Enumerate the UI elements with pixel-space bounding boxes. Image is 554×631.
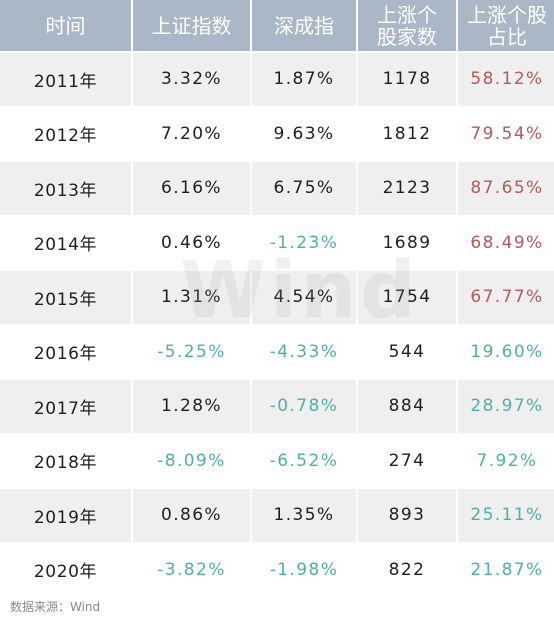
cell-shanghai: 1.28% <box>160 396 222 417</box>
table-row: 2012年 7.20% 9.63% 1812 79.54% <box>0 107 554 160</box>
header-shenzhen-index: 深成指 <box>274 13 334 38</box>
cell-year: 2012年 <box>33 126 98 147</box>
cell-rising-count: 822 <box>388 559 426 580</box>
table-row: 2015年 1.31% 4.54% 1754 67.77% <box>0 271 554 324</box>
cell-rising-count: 274 <box>388 450 426 471</box>
cell-shenzhen: 6.75% <box>273 178 335 199</box>
source-note: 数据来源：Wind <box>10 600 101 614</box>
cell-shanghai: 7.20% <box>160 123 222 144</box>
cell-shenzhen: 1.87% <box>273 69 335 90</box>
table-row: 2020年 -3.82% -1.98% 822 21.87% <box>0 543 554 596</box>
table-row: 2018年 -8.09% -6.52% 274 7.92% <box>0 434 554 487</box>
cell-rising-count: 544 <box>388 341 426 362</box>
cell-shenzhen: -0.78% <box>269 396 339 417</box>
cell-year: 2011年 <box>33 71 98 92</box>
cell-year: 2016年 <box>33 344 98 365</box>
table-header-row: 时间 上证指数 深成指 上涨个股家数 上涨个股占比 <box>0 0 554 51</box>
cell-year: 2017年 <box>33 398 98 419</box>
cell-rising-ratio: 58.12% <box>470 69 544 90</box>
cell-rising-ratio: 28.97% <box>470 396 544 417</box>
cell-shenzhen: -6.52% <box>269 450 339 471</box>
cell-year: 2014年 <box>33 235 98 256</box>
cell-shanghai: -5.25% <box>157 341 226 362</box>
cell-shanghai: 0.86% <box>160 505 222 526</box>
cell-year: 2015年 <box>33 289 98 310</box>
header-rising-ratio: 上涨个股占比 <box>467 2 547 49</box>
cell-shenzhen: -1.98% <box>269 559 339 580</box>
cell-rising-count: 1754 <box>382 287 432 308</box>
cell-rising-ratio: 25.11% <box>470 505 544 526</box>
cell-rising-count: 1812 <box>382 123 432 144</box>
table-row: 2017年 1.28% -0.78% 884 28.97% <box>0 380 554 433</box>
cell-shanghai: 1.31% <box>160 287 222 308</box>
cell-rising-ratio: 21.87% <box>470 559 544 580</box>
cell-shanghai: 6.16% <box>160 178 222 199</box>
cell-rising-ratio: 7.92% <box>476 450 538 471</box>
table-row: 2014年 0.46% -1.23% 1689 68.49% <box>0 216 554 269</box>
cell-year: 2013年 <box>33 180 98 201</box>
cell-shanghai: -8.09% <box>157 450 226 471</box>
table-row: 2011年 3.32% 1.87% 1178 58.12% <box>0 53 554 106</box>
cell-rising-ratio: 19.60% <box>470 341 544 362</box>
cell-rising-count: 1178 <box>382 69 432 90</box>
cell-rising-ratio: 87.65% <box>470 178 544 199</box>
cell-year: 2019年 <box>33 507 98 528</box>
cell-rising-ratio: 67.77% <box>470 287 544 308</box>
cell-rising-count: 1689 <box>382 232 432 253</box>
cell-rising-count: 2123 <box>382 178 432 199</box>
cell-shenzhen: 4.54% <box>273 287 335 308</box>
cell-shanghai: -3.82% <box>157 559 226 580</box>
cell-year: 2020年 <box>33 562 98 583</box>
cell-rising-count: 884 <box>388 396 426 417</box>
cell-shanghai: 3.32% <box>160 69 222 90</box>
cell-rising-ratio: 68.49% <box>470 232 544 253</box>
cell-year: 2018年 <box>33 453 98 474</box>
cell-rising-ratio: 79.54% <box>470 123 544 144</box>
table-row: 2019年 0.86% 1.35% 893 25.11% <box>0 489 554 542</box>
cell-shanghai: 0.46% <box>160 232 222 253</box>
header-rising-count: 上涨个股家数 <box>377 2 437 49</box>
table-row: 2016年 -5.25% -4.33% 544 19.60% <box>0 325 554 378</box>
cell-shenzhen: -4.33% <box>269 341 339 362</box>
header-shanghai-index: 上证指数 <box>151 13 232 38</box>
table-row: 2013年 6.16% 6.75% 2123 87.65% <box>0 162 554 215</box>
data-table: 时间 上证指数 深成指 上涨个股家数 上涨个股占比 2011年 3.32% 1.87… <box>0 0 554 596</box>
cell-rising-count: 893 <box>388 505 426 526</box>
cell-shenzhen: 1.35% <box>273 505 335 526</box>
header-time: 时间 <box>45 13 86 38</box>
cell-shenzhen: -1.23% <box>269 232 339 253</box>
cell-shenzhen: 9.63% <box>273 123 335 144</box>
